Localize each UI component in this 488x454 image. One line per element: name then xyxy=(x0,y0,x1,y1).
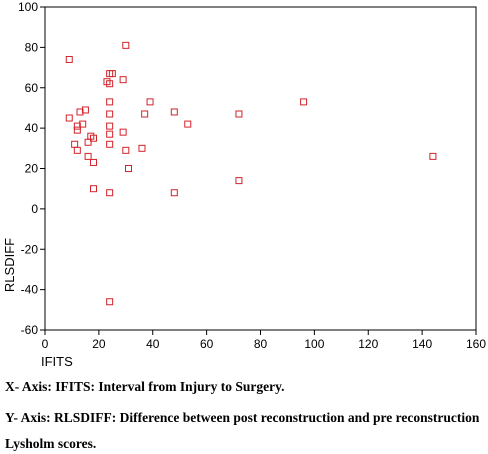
data-point xyxy=(108,70,116,78)
x-axis-caption: X- Axis: IFITS: Interval from Injury to … xyxy=(5,379,285,394)
x-tick-label: 160 xyxy=(466,337,486,351)
data-point xyxy=(106,122,114,130)
data-point xyxy=(170,108,178,116)
data-point xyxy=(125,165,133,172)
data-point xyxy=(73,126,81,134)
y-axis-title: RLSDIFF xyxy=(2,238,17,292)
data-point xyxy=(106,189,114,197)
x-axis-ticks: 0 20 40 60 80 100 120 140 160 xyxy=(42,330,486,351)
x-axis-title: IFITS xyxy=(41,354,73,369)
y-axis-caption: Y- Axis: RLSDIFF: Difference between pos… xyxy=(5,410,480,425)
data-point xyxy=(106,298,114,306)
y-tick-label: -40 xyxy=(21,283,39,297)
y-tick-label: -60 xyxy=(21,323,39,337)
data-point xyxy=(65,114,73,122)
data-point xyxy=(170,189,178,197)
y-tick-label: 60 xyxy=(25,81,39,95)
y-tick-label: 20 xyxy=(25,162,39,176)
data-point xyxy=(76,108,84,116)
data-point xyxy=(89,185,97,193)
x-tick-label: 0 xyxy=(42,337,49,351)
data-point xyxy=(141,110,149,118)
x-tick-label: 80 xyxy=(254,337,268,351)
data-point xyxy=(235,177,243,185)
data-point xyxy=(84,152,92,160)
y-tick-label: 80 xyxy=(25,40,39,54)
data-point xyxy=(65,55,73,63)
data-point xyxy=(235,110,243,118)
data-point xyxy=(119,128,127,136)
data-point xyxy=(106,130,114,138)
data-point xyxy=(73,146,81,154)
data-point xyxy=(122,41,130,49)
y-tick-label: 100 xyxy=(18,0,38,14)
x-tick-label: 140 xyxy=(412,337,432,351)
data-point xyxy=(79,120,87,128)
data-point xyxy=(122,146,130,154)
data-point xyxy=(106,98,114,106)
x-tick-label: 20 xyxy=(92,337,106,351)
y-axis-ticks: -60 -40 -20 0 20 40 60 80 100 xyxy=(18,0,45,337)
data-point xyxy=(89,134,97,142)
data-points xyxy=(65,41,437,306)
plot-area-border xyxy=(44,6,477,331)
y-tick-label: -20 xyxy=(21,242,39,256)
data-point xyxy=(73,122,81,130)
data-point xyxy=(138,144,146,152)
x-tick-label: 100 xyxy=(304,337,324,351)
data-point xyxy=(106,110,114,118)
data-point xyxy=(106,80,114,88)
data-point xyxy=(119,76,127,84)
x-tick-label: 40 xyxy=(146,337,160,351)
data-point xyxy=(106,140,114,148)
scatter-chart: -60 -40 -20 0 20 40 60 80 100 0 20 40 60 80 100 120 140… xyxy=(2,0,486,369)
data-point xyxy=(184,120,192,128)
data-point xyxy=(81,106,89,114)
data-point xyxy=(429,152,437,160)
plot-frame xyxy=(44,6,477,331)
x-tick-label: 120 xyxy=(358,337,378,351)
y-axis-caption-continued: Lysholm scores. xyxy=(5,436,97,451)
data-point xyxy=(300,98,308,106)
data-point xyxy=(89,158,97,166)
y-tick-label: 40 xyxy=(25,121,39,135)
x-tick-label: 60 xyxy=(200,337,214,351)
data-point xyxy=(71,140,79,148)
data-point xyxy=(146,98,154,106)
y-tick-label: 0 xyxy=(31,202,38,216)
